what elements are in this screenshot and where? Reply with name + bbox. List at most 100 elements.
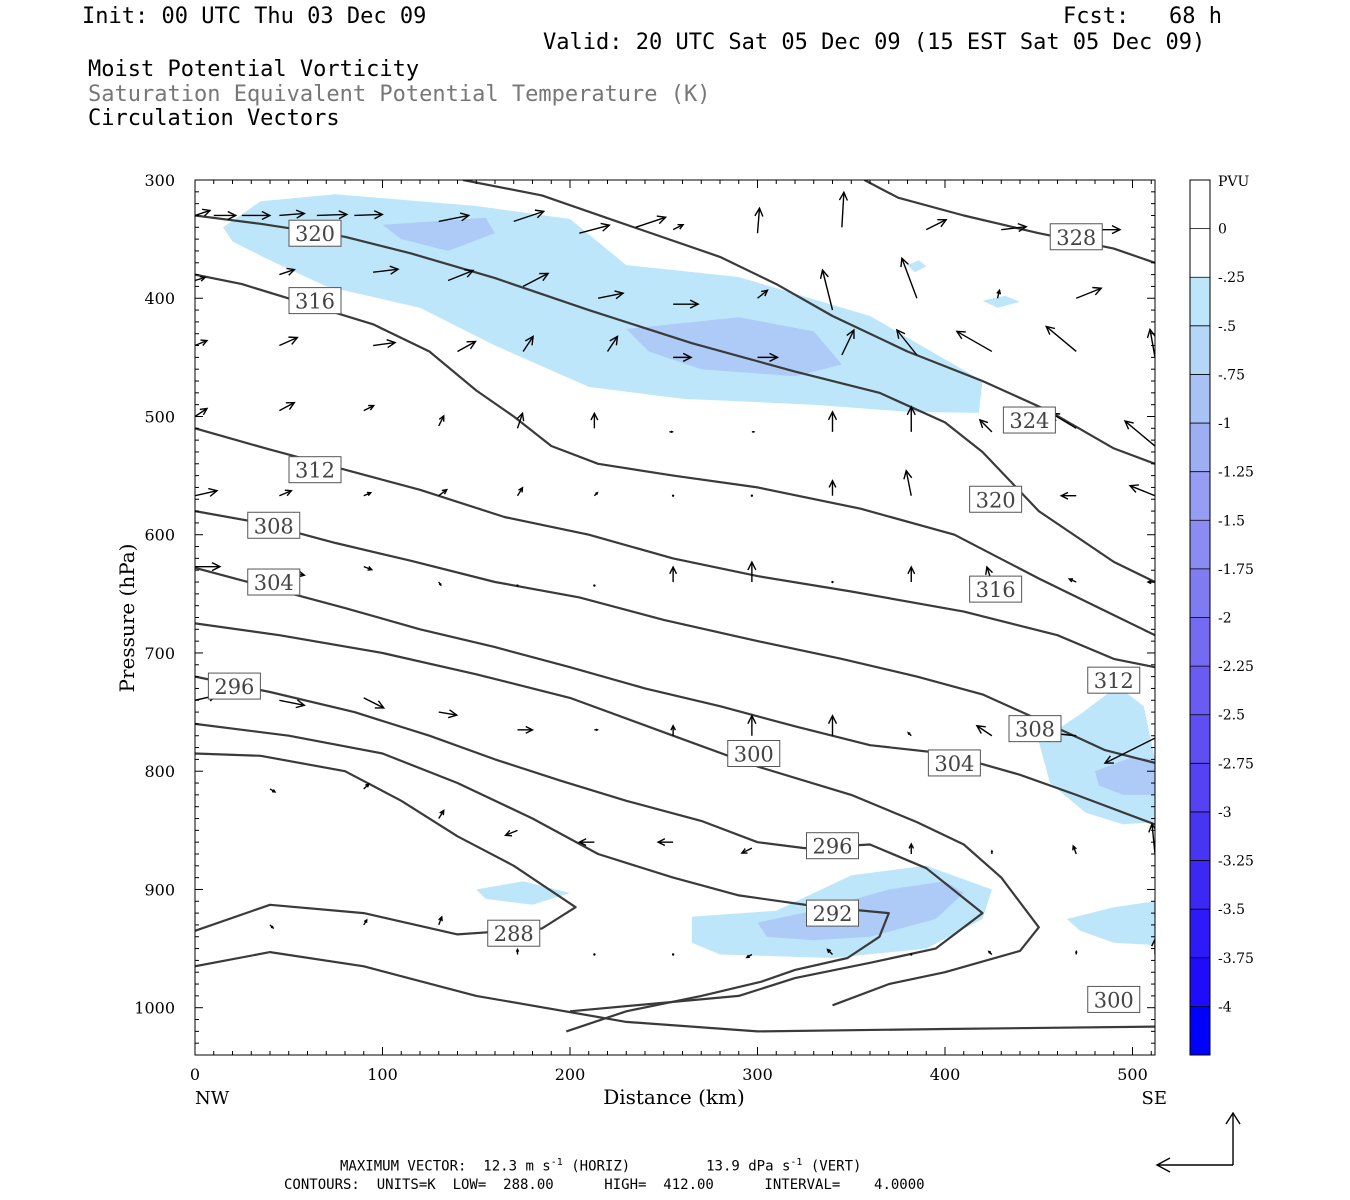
theta-es-contour bbox=[195, 722, 890, 1033]
circulation-vector bbox=[987, 950, 993, 955]
colorbar-swatch bbox=[1190, 1006, 1210, 1056]
circulation-vector bbox=[516, 486, 524, 497]
circulation-vector bbox=[513, 209, 546, 223]
circulation-vector bbox=[590, 411, 599, 429]
colorbar-tick-label: -3 bbox=[1218, 805, 1232, 821]
colorbar-swatch bbox=[1190, 811, 1210, 861]
valid-time: Valid: 20 UTC Sat 05 Dec 09 (15 EST Sat … bbox=[543, 30, 1206, 55]
circulation-vector bbox=[1123, 420, 1155, 447]
circulation-vector bbox=[438, 809, 445, 819]
colorbar-swatch bbox=[1190, 277, 1210, 327]
svg-text:320: 320 bbox=[976, 488, 1016, 512]
theta-es-contour bbox=[195, 950, 1155, 1033]
svg-text:324: 324 bbox=[1009, 409, 1049, 433]
circulation-vector bbox=[975, 724, 993, 737]
circulation-vector bbox=[504, 829, 518, 837]
circulation-vector bbox=[213, 210, 238, 221]
contour-label: 304 bbox=[927, 749, 981, 777]
svg-text:312: 312 bbox=[1094, 669, 1134, 693]
circulation-vector bbox=[827, 714, 838, 736]
y-tick-label: 700 bbox=[144, 644, 175, 663]
circulation-vector bbox=[841, 328, 855, 356]
nw-end-label: NW bbox=[195, 1088, 230, 1109]
contour-label: 316 bbox=[288, 287, 342, 315]
circulation-vector bbox=[438, 414, 445, 427]
horiz-exponent: -1 bbox=[550, 1157, 563, 1168]
circulation-vector bbox=[593, 584, 596, 587]
colorbar-swatch bbox=[1190, 180, 1210, 229]
circulation-vector bbox=[900, 256, 918, 299]
x-tick-label: 200 bbox=[555, 1065, 586, 1084]
colorbar-tick-label: -3.25 bbox=[1218, 854, 1254, 870]
colorbar-swatch bbox=[1190, 568, 1210, 618]
colorbar-swatch bbox=[1190, 714, 1210, 764]
circulation-vector bbox=[750, 494, 754, 497]
max-vector-label: MAXIMUM VECTOR: bbox=[340, 1158, 467, 1175]
y-tick-label: 900 bbox=[144, 880, 175, 899]
circulation-vector bbox=[1150, 937, 1155, 955]
colorbar-swatch bbox=[1190, 520, 1210, 570]
colorbar-tick-label: -1.25 bbox=[1218, 465, 1254, 481]
circulation-vector bbox=[1072, 844, 1077, 855]
circulation-vector bbox=[447, 269, 475, 282]
circulation-vector bbox=[745, 953, 753, 959]
circulation-vector bbox=[1074, 949, 1078, 955]
circulation-vector bbox=[673, 352, 693, 362]
circulation-vector bbox=[838, 190, 849, 228]
colorbar-swatch bbox=[1190, 909, 1210, 959]
circulation-vector bbox=[908, 842, 915, 854]
circulation-vector bbox=[673, 299, 700, 309]
circulation-vector bbox=[195, 339, 209, 347]
svg-text:296: 296 bbox=[812, 835, 852, 859]
circulation-vector bbox=[363, 404, 376, 412]
circulation-vector bbox=[1075, 286, 1103, 299]
circulation-vector bbox=[1059, 491, 1077, 500]
pv-region bbox=[1095, 757, 1155, 795]
contour-label: 320 bbox=[288, 219, 342, 247]
circulation-vector bbox=[363, 697, 386, 709]
se-end-label: SE bbox=[1142, 1088, 1167, 1109]
contour-label: 288 bbox=[487, 919, 541, 947]
circulation-vector bbox=[907, 565, 916, 583]
forecast-hour: Fcst: 68 h bbox=[1063, 4, 1222, 29]
max-vert-unit: (VERT) bbox=[810, 1158, 862, 1175]
colorbar-swatch bbox=[1190, 374, 1210, 424]
colorbar-swatch bbox=[1190, 423, 1210, 472]
colorbar-swatch bbox=[1190, 763, 1210, 813]
circulation-vector bbox=[316, 210, 349, 220]
colorbar-unit: PVU bbox=[1218, 174, 1250, 190]
max-vector-line: MAXIMUM VECTOR: 12.3 m s-1 (HORIZ) 13.9 … bbox=[340, 1157, 861, 1175]
contour-label: 328 bbox=[1049, 223, 1103, 251]
circulation-vector bbox=[269, 788, 277, 793]
circulation-vector bbox=[279, 699, 306, 709]
vert-exponent: -1 bbox=[790, 1157, 803, 1168]
circulation-vector bbox=[831, 580, 834, 584]
svg-text:304: 304 bbox=[934, 752, 974, 776]
theta-es-contour bbox=[195, 566, 1155, 826]
max-horiz-unit: (HORIZ) bbox=[571, 1158, 631, 1175]
circulation-vector bbox=[635, 215, 668, 228]
pv-region bbox=[907, 260, 927, 273]
circulation-vector bbox=[577, 838, 595, 847]
colorbar-swatch bbox=[1190, 617, 1210, 667]
circulation-vector bbox=[195, 487, 219, 497]
x-tick-label: 300 bbox=[742, 1065, 773, 1084]
max-vert-value: 13.9 dPa s bbox=[706, 1158, 791, 1175]
circulation-vector bbox=[990, 849, 994, 854]
colorbar-tick-label: -4 bbox=[1218, 999, 1232, 1015]
pv-region bbox=[476, 881, 570, 905]
circulation-vector bbox=[279, 489, 293, 497]
colorbar-tick-label: -3.5 bbox=[1218, 902, 1245, 918]
circulation-vector bbox=[907, 731, 912, 737]
circulation-vector bbox=[903, 469, 913, 496]
circulation-vector bbox=[279, 401, 296, 412]
pv-region bbox=[382, 217, 495, 251]
circulation-vector bbox=[740, 847, 753, 854]
colorbar-tick-label: -1.5 bbox=[1218, 513, 1245, 529]
theta-es-contour bbox=[195, 427, 1155, 669]
circulation-vector bbox=[757, 352, 780, 362]
contour-label: 300 bbox=[1087, 985, 1141, 1013]
svg-text:316: 316 bbox=[976, 578, 1016, 602]
x-tick-label: 400 bbox=[930, 1065, 961, 1084]
theta-es-contour bbox=[195, 622, 1040, 1007]
